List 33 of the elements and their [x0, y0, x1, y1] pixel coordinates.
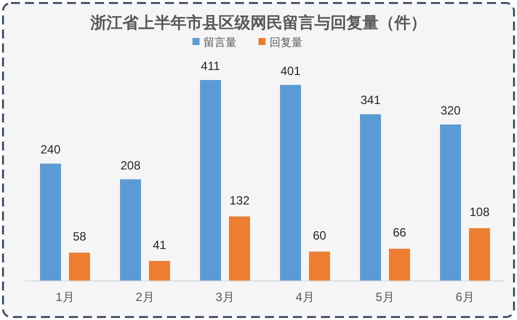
- data-label: 401: [280, 64, 301, 78]
- bar: [120, 179, 141, 281]
- bar: [360, 114, 381, 281]
- data-label: 208: [120, 158, 141, 172]
- x-tick-label: 3月: [216, 290, 234, 304]
- bar: [309, 252, 330, 281]
- data-label: 41: [152, 238, 166, 252]
- data-label: 320: [440, 104, 461, 118]
- x-tick-label: 5月: [376, 290, 394, 304]
- data-label: 341: [360, 93, 381, 108]
- data-label: 240: [40, 142, 61, 157]
- data-label: 132: [229, 193, 250, 208]
- legend-label: 留言量: [204, 36, 236, 49]
- x-tick-label: 4月: [296, 290, 314, 304]
- bar: [469, 228, 490, 281]
- bar: [149, 260, 170, 281]
- bar: [200, 80, 221, 281]
- bar: [69, 252, 90, 281]
- legend-label: 回复量: [270, 37, 302, 49]
- data-label: 411: [200, 59, 220, 73]
- bar: [440, 124, 461, 281]
- bar: [389, 248, 410, 281]
- data-label: 60: [312, 228, 326, 243]
- x-tick-label: 2月: [136, 290, 154, 304]
- chart-title: 浙江省上半年市县区级网民留言与回复量（件）: [90, 13, 426, 32]
- data-label: 108: [469, 205, 490, 220]
- bar: [40, 164, 61, 281]
- data-label: 58: [72, 230, 86, 244]
- data-label: 66: [392, 226, 406, 240]
- bar: [280, 84, 301, 281]
- bar: [229, 216, 250, 281]
- x-tick-label: 1月: [56, 290, 74, 304]
- x-tick-label: 6月: [456, 290, 474, 304]
